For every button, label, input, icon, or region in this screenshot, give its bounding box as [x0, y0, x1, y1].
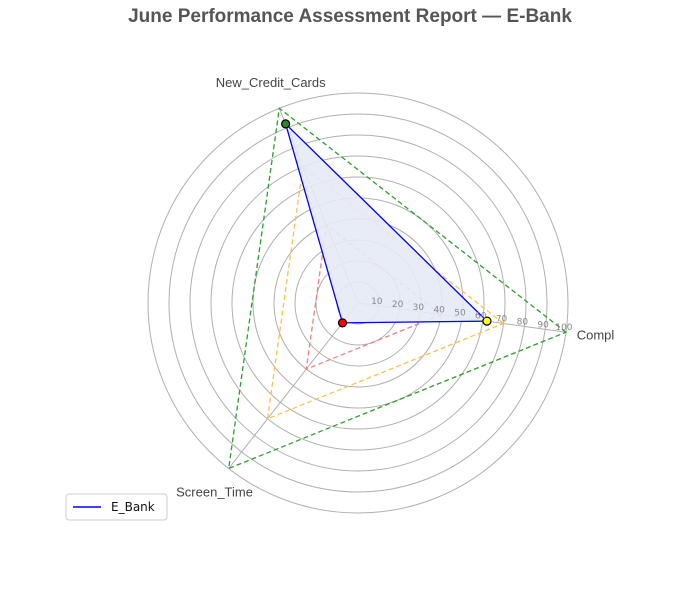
grid-circle: [189, 134, 527, 472]
data-point: [482, 316, 492, 326]
reference-polygon: [227, 107, 568, 470]
axis-label: Screen_Time: [176, 485, 253, 500]
r-tick-label: 40: [433, 306, 445, 316]
grid-circle: [147, 92, 569, 514]
axis-label: New_Credit_Cards: [216, 75, 326, 90]
data-point: [337, 318, 348, 328]
legend-box: [65, 493, 168, 521]
grid-circle: [231, 176, 485, 430]
series-layer: [281, 119, 492, 328]
r-tick-label: 60: [475, 312, 487, 322]
r-tick-label: 90: [537, 320, 549, 330]
r-tick-label: 30: [413, 303, 425, 313]
chart-title: June Performance Assessment Report — E-B…: [128, 6, 572, 27]
reference-polygon: [266, 165, 505, 420]
legend: E_Bank: [65, 493, 168, 521]
grid-circle: [210, 155, 506, 451]
data-point: [281, 119, 291, 129]
r-tick-label: 70: [496, 314, 508, 324]
r-tick-label: 50: [454, 309, 466, 319]
r-tick-label: 10: [371, 297, 383, 307]
legend-label: E_Bank: [111, 500, 155, 514]
label-layer: 10 20 30 40 50 60 70 80 90 100 Compl New_Credit_Car…: [176, 75, 614, 500]
series-polygon: [284, 121, 489, 324]
grid-circle: [168, 113, 548, 493]
axis-spoke: [228, 302, 359, 469]
r-tick-label: 100: [555, 323, 572, 333]
r-tick-label: 20: [392, 300, 404, 310]
r-tick-label: 80: [517, 317, 529, 327]
axis-label: Compl: [577, 327, 615, 342]
